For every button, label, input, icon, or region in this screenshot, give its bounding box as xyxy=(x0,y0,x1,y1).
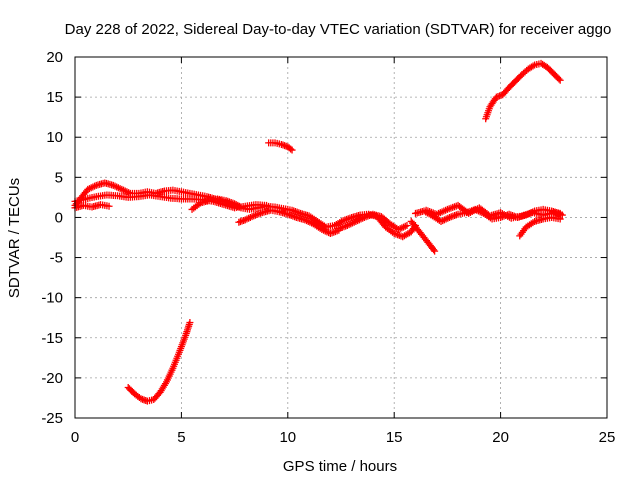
series-arc-6 xyxy=(335,210,411,233)
y-tick-label: -5 xyxy=(50,250,63,267)
data-point xyxy=(288,146,296,154)
series-arc-4 xyxy=(188,195,245,213)
data-point xyxy=(234,201,242,209)
data-point xyxy=(558,211,566,219)
y-tick-label: -15 xyxy=(41,330,63,347)
series-arc-11 xyxy=(265,139,296,154)
data-point xyxy=(556,215,564,223)
y-tick-label: 20 xyxy=(46,49,63,66)
plot-frame xyxy=(74,56,608,419)
axis-ticks: 0 5 10 15 20 25 20 15 10 5 0 -5 -10 -15 -20 -25 xyxy=(41,49,615,446)
y-tick-label: -20 xyxy=(41,370,63,387)
data-point xyxy=(231,200,239,208)
x-tick-label: 5 xyxy=(177,429,185,446)
y-tick-label: 0 xyxy=(55,209,63,226)
series-arc-10 xyxy=(516,213,564,240)
y-tick-label: -25 xyxy=(41,410,63,427)
x-axis-label: GPS time / hours xyxy=(283,458,397,475)
series-arc-12 xyxy=(482,59,564,123)
data-point xyxy=(403,221,411,229)
x-tick-label: 10 xyxy=(279,429,296,446)
data-point xyxy=(529,62,537,70)
series-arc-13 xyxy=(124,319,194,405)
y-tick-label: 5 xyxy=(55,169,63,186)
y-axis-label: SDTVAR / TECUs xyxy=(6,178,23,298)
y-tick-label: -10 xyxy=(41,290,63,307)
x-tick-label: 0 xyxy=(71,429,79,446)
data-point xyxy=(263,201,271,209)
data-points xyxy=(71,59,566,405)
data-point xyxy=(105,202,113,210)
y-tick-label: 15 xyxy=(46,89,63,106)
data-point xyxy=(237,203,245,211)
x-tick-label: 20 xyxy=(492,429,509,446)
data-point xyxy=(287,145,295,153)
grid-lines xyxy=(75,57,607,418)
data-point xyxy=(555,75,563,83)
series-arc-1 xyxy=(71,179,419,241)
x-tick-label: 25 xyxy=(599,429,616,446)
chart-title: Day 228 of 2022, Sidereal Day-to-day VTE… xyxy=(65,21,612,38)
series-arc-3 xyxy=(71,201,113,212)
y-tick-label: 10 xyxy=(46,129,63,146)
data-point xyxy=(235,202,243,210)
data-point xyxy=(556,76,564,84)
series-arc-5 xyxy=(235,206,343,237)
data-point xyxy=(431,247,439,255)
data-point xyxy=(232,201,240,209)
data-point xyxy=(186,319,194,327)
x-tick-label: 15 xyxy=(386,429,403,446)
series-arc-7 xyxy=(407,217,439,255)
data-point xyxy=(430,246,438,254)
